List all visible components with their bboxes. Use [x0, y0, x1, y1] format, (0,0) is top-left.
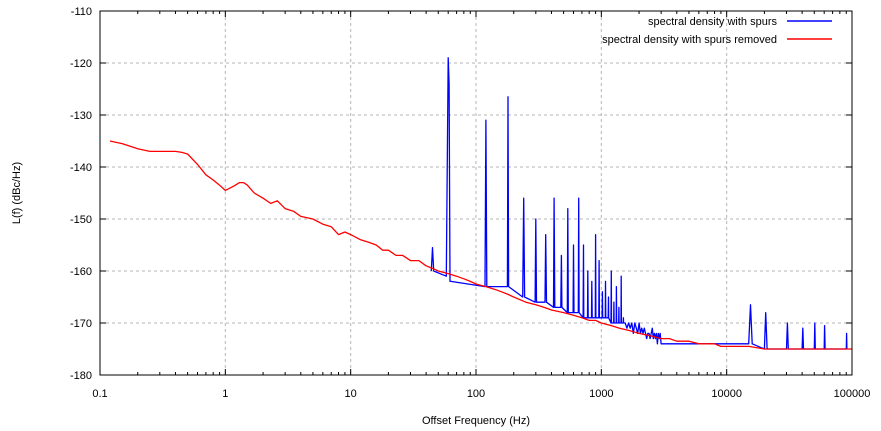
series-layer [109, 57, 852, 350]
y-tick-label: -150 [70, 214, 92, 226]
y-tick-label: -110 [71, 6, 92, 18]
legend-label: spectral density with spurs removed [602, 34, 777, 46]
y-tick-label: -120 [70, 58, 92, 70]
y-tick-label: -170 [70, 318, 92, 330]
series-line-0 [430, 57, 848, 350]
x-tick-label: 10000 [711, 388, 742, 400]
legend: spectral density with spurs spectral dens… [602, 16, 832, 46]
grid [100, 11, 852, 375]
x-tick-label: 1 [222, 388, 228, 400]
y-tick-label: -180 [70, 370, 92, 382]
x-axis-title: Offset Frequency (Hz) [422, 415, 530, 427]
y-tick-label: -140 [70, 162, 92, 174]
y-axis-title: L(f) (dBc/Hz) [11, 162, 23, 224]
x-tick-label: 100000 [834, 388, 871, 400]
tick-layer: 0.1 1 10 100 1000 10000 100000 -110 -120 -130 -140… [70, 6, 870, 400]
series-line-1 [109, 140, 852, 350]
x-tick-label: 100 [467, 388, 485, 400]
x-tick-label: 1000 [589, 388, 613, 400]
x-tick-label: 0.1 [92, 388, 107, 400]
x-tick-label: 10 [345, 388, 357, 400]
legend-label: spectral density with spurs [648, 16, 777, 28]
y-tick-label: -130 [70, 110, 92, 122]
y-tick-label: -160 [70, 266, 92, 278]
